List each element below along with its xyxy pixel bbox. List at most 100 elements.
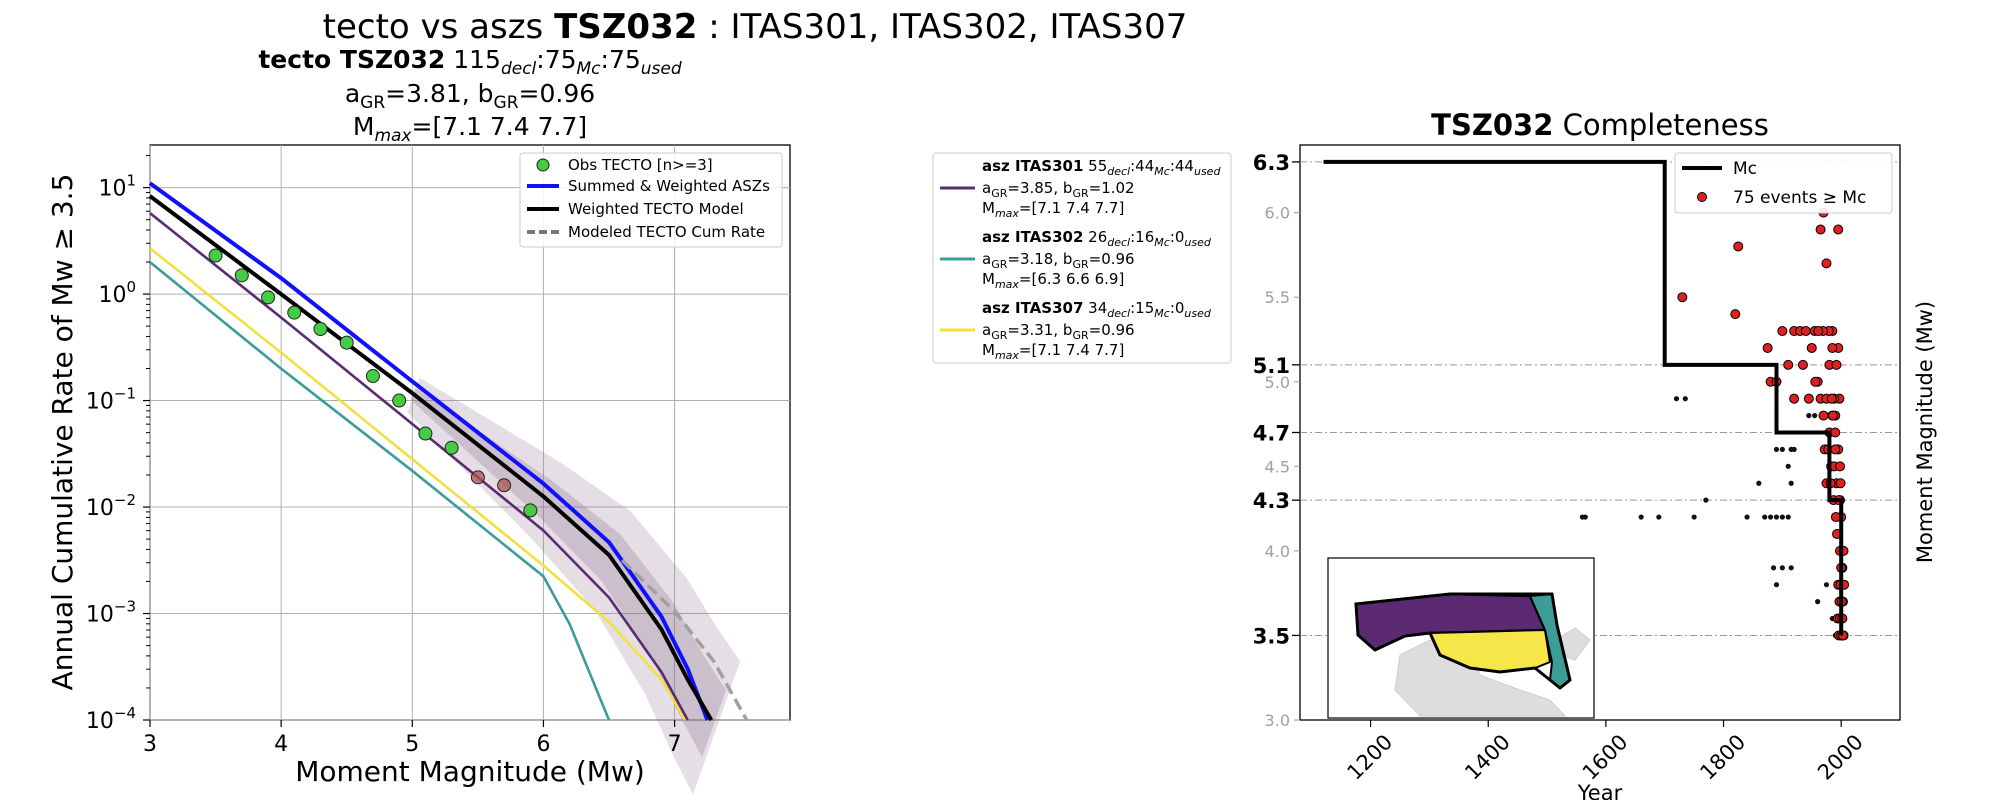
legend-label-summed: Summed & Weighted ASZs (568, 177, 770, 195)
event-below-mc (1682, 396, 1688, 402)
itas302-line3: Mmax=[6.3 6.6 6.9] (982, 270, 1124, 291)
event-below-mc (1773, 582, 1780, 588)
inset-zone-outline (1354, 592, 1572, 690)
event-above-mc (1821, 258, 1832, 269)
itas302-line1: asz ITAS302 26decl:16Mc:0used (982, 228, 1212, 249)
y-tick-label: 101 (98, 172, 136, 202)
event-below-mc (1788, 480, 1794, 486)
y-tick-label: 100 (98, 278, 136, 308)
event-above-mc (1833, 224, 1844, 235)
observed-point (418, 426, 433, 441)
observed-point (287, 305, 302, 320)
itas301-line2: aGR=3.85, bGR=1.02 (982, 179, 1135, 200)
left-title-line1: tecto TSZ032 115decl:75Mc:75used (258, 45, 682, 79)
y-tick-label-minor: 3.0 (1265, 711, 1290, 730)
event-below-mc (1785, 463, 1791, 469)
event-above-mc (1783, 359, 1794, 370)
left-legend: Obs TECTO [n>=3] Summed & Weighted ASZs … (519, 152, 783, 248)
right-y-axis-label: Moment Magnitude (Mw) (1913, 301, 1937, 563)
observed-point (339, 335, 354, 350)
event-above-mc (1813, 326, 1824, 337)
event-below-mc (1773, 514, 1780, 520)
right-legend-box (1674, 152, 1893, 214)
legend-label-modeled: Modeled TECTO Cum Rate (568, 223, 765, 241)
itas302-line2: aGR=3.18, bGR=0.96 (982, 250, 1135, 271)
event-below-mc (1806, 412, 1812, 419)
observed-point (261, 290, 276, 305)
observed-point (208, 248, 223, 263)
event-below-mc (1691, 514, 1697, 520)
left-x-axis-label: Moment Magnitude (Mw) (295, 755, 645, 788)
observed-point (523, 503, 538, 518)
event-above-mc (1733, 241, 1744, 252)
event-above-mc (1677, 292, 1688, 303)
y-tick-label: 10−1 (86, 385, 136, 415)
left-y-axis-label: Annual Cumulative Rate of Mw ≥ 3.5 (46, 174, 79, 691)
event-above-mc (1800, 326, 1811, 337)
y-tick-label-major: 4.7 (1253, 422, 1290, 446)
event-above-mc (1835, 461, 1845, 472)
legend-label-weighted: Weighted TECTO Model (568, 200, 744, 218)
event-above-mc (1777, 326, 1788, 337)
legend-label-observed: Obs TECTO [n>=3] (568, 156, 713, 174)
event-below-mc (1756, 480, 1762, 486)
y-tick-label-minor: 6.0 (1265, 204, 1290, 223)
event-below-mc (1582, 514, 1588, 520)
uncertainty-bands (407, 377, 741, 795)
event-above-mc (1835, 478, 1846, 489)
event-above-mc (1827, 342, 1838, 353)
y-tick-label-minor: 4.0 (1265, 542, 1290, 561)
event-below-mc (1773, 446, 1780, 453)
event-above-mc (1830, 512, 1841, 523)
x-tick-label: 4 (274, 732, 288, 757)
event-above-mc (1830, 444, 1841, 455)
y-tick-label-major: 6.3 (1253, 151, 1290, 175)
itas301-line1: asz ITAS301 55decl:44Mc:44used (982, 157, 1221, 178)
legend-marker-events (1697, 192, 1707, 202)
cumulative-rate-chart: tecto TSZ032 115decl:75Mc:75used aGR=3.8… (46, 45, 791, 795)
left-y-ticks: 101 100 10−1 10−2 10−3 10−4 (86, 155, 150, 734)
y-tick-label-major: 5.1 (1253, 354, 1290, 378)
event-above-mc (1806, 342, 1817, 353)
uncertainty-band-outer (407, 377, 741, 795)
mc-step-line (1323, 159, 1844, 636)
event-below-mc (1779, 446, 1785, 453)
event-below-mc (1779, 565, 1785, 571)
event-below-mc (1703, 497, 1709, 503)
event-above-mc (1831, 359, 1842, 370)
itas307-line3: Mmax=[7.1 7.4 7.7] (982, 341, 1124, 362)
left-title-line3: Mmax=[7.1 7.4 7.7] (353, 112, 587, 146)
inset-map (1327, 557, 1595, 719)
event-below-mc (1673, 396, 1680, 402)
observed-point (313, 321, 328, 336)
event-above-mc (1762, 342, 1773, 353)
event-below-mc (1785, 514, 1791, 520)
series-line-itas302 (149, 261, 611, 721)
right-legend: Mc 75 events ≥ Mc (1674, 152, 1893, 214)
x-tick-label: 1800 (1695, 730, 1750, 785)
event-above-mc (1803, 393, 1814, 404)
event-below-mc (1788, 565, 1794, 571)
y-tick-label: 10−2 (86, 491, 136, 521)
x-tick-label: 1200 (1342, 730, 1397, 785)
left-x-ticks: 3 4 5 6 7 (143, 720, 682, 757)
event-above-mc (1797, 359, 1808, 370)
y-tick-label-major: 3.5 (1253, 624, 1290, 648)
event-below-mc (1656, 514, 1662, 520)
event-below-mc (1812, 412, 1818, 419)
observed-point (234, 268, 249, 283)
right-title: TSZ032 Completeness (1431, 108, 1769, 142)
asz-legend-box (932, 152, 1232, 364)
series-lines (148, 181, 749, 722)
series-line-modeled-tecto-cum-rate (620, 559, 749, 721)
asz-legend: asz ITAS301 55decl:44Mc:44used aGR=3.85,… (932, 152, 1232, 364)
observed-point (392, 393, 407, 408)
observed-point (444, 440, 459, 455)
series-line-itas301 (149, 212, 689, 721)
x-tick-label: 7 (668, 732, 682, 757)
events-below-mc (1579, 396, 1838, 639)
observed-point (470, 470, 485, 485)
left-legend-box (519, 152, 783, 248)
observed-point (497, 478, 512, 493)
